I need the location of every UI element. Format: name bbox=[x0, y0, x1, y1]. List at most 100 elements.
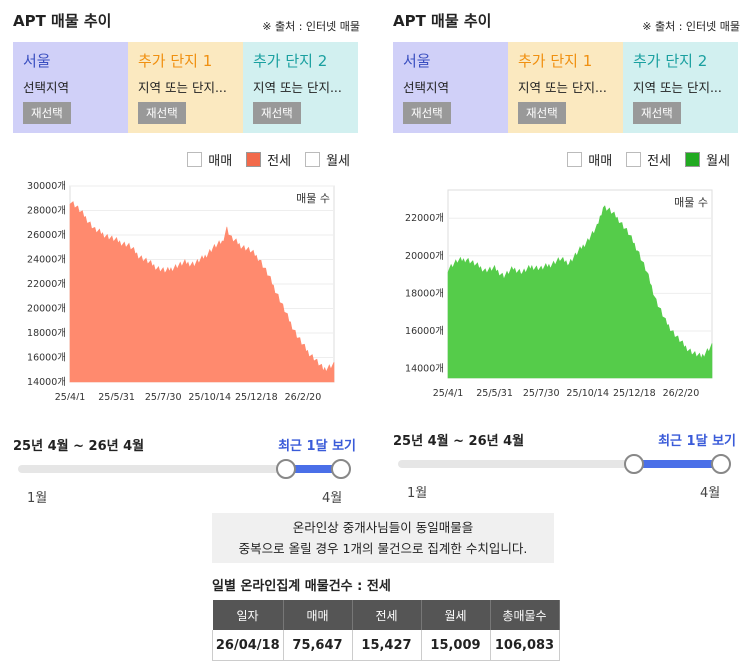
cell-date: 26/04/18 bbox=[212, 630, 284, 661]
legend-item-2[interactable]: 월세 bbox=[305, 150, 350, 169]
y-tick-label: 20000개 bbox=[27, 304, 66, 315]
legend-item-0[interactable]: 매매 bbox=[567, 150, 612, 169]
recent-month-link-right[interactable]: 최근 1달 보기 bbox=[658, 434, 736, 449]
x-tick-label: 25/10/14 bbox=[566, 388, 609, 399]
col-monthly-header: 월세 bbox=[421, 600, 491, 630]
region-subtitle: 지역 또는 단지... bbox=[253, 80, 342, 95]
y-tick-label: 24000개 bbox=[27, 255, 66, 266]
region-subtitle: 지역 또는 단지... bbox=[518, 80, 607, 95]
legend-label: 월세 bbox=[706, 154, 730, 169]
panel-left: APT 매물 추이 ※ 출처 : 인터넷 매물 서울 선택지역 재선택 추가 단지 1 지역… bbox=[0, 0, 360, 510]
x-tick-label: 25/4/1 bbox=[55, 392, 86, 400]
legend-checkbox[interactable] bbox=[246, 152, 262, 167]
notice-line-1: 온라인상 중개사님들이 동일매물을 bbox=[292, 520, 474, 535]
col-jeonse-header: 전세 bbox=[352, 600, 422, 630]
legend-checkbox[interactable] bbox=[626, 152, 642, 167]
series-label: 매물 수 bbox=[674, 196, 708, 209]
reselect-button[interactable]: 재선택 bbox=[253, 102, 301, 124]
slider-min-label: 1월 bbox=[27, 491, 48, 506]
y-tick-label: 30000개 bbox=[27, 181, 66, 192]
range-slider-track[interactable] bbox=[398, 460, 731, 468]
legend-left: 매매 전세 월세 bbox=[173, 150, 350, 169]
legend-label: 전세 bbox=[267, 154, 292, 169]
y-tick-label: 22000개 bbox=[27, 279, 66, 290]
y-tick-label: 28000개 bbox=[27, 206, 66, 217]
legend-checkbox[interactable] bbox=[305, 152, 321, 167]
region-box-right-1: 추가 단지 1 지역 또는 단지... 재선택 bbox=[508, 42, 623, 133]
range-slider-track[interactable] bbox=[18, 465, 351, 473]
legend-checkbox[interactable] bbox=[685, 152, 701, 167]
region-subtitle: 지역 또는 단지... bbox=[138, 80, 227, 95]
range-slider-low-handle[interactable] bbox=[276, 459, 297, 479]
y-tick-label: 18000개 bbox=[27, 328, 66, 339]
cell-total: 106,083 bbox=[490, 630, 560, 661]
y-tick-label: 20000개 bbox=[405, 251, 444, 262]
legend-checkbox[interactable] bbox=[187, 152, 203, 167]
legend-label: 전세 bbox=[647, 154, 672, 169]
legend-label: 매매 bbox=[208, 154, 233, 169]
legend-checkbox[interactable] bbox=[567, 152, 583, 167]
y-tick-label: 14000개 bbox=[405, 364, 444, 375]
x-tick-label: 25/12/18 bbox=[235, 392, 278, 400]
notice-box: 온라인상 중개사님들이 동일매물을 중복으로 올릴 경우 1개의 물건으로 집계… bbox=[212, 513, 554, 563]
chart-left: 14000개 16000개 18000개 20000개 22000개 24000개 2600… bbox=[0, 170, 360, 403]
table-header-row: 일자 매매 전세 월세 총매물수 bbox=[212, 600, 560, 630]
y-tick-label: 16000개 bbox=[27, 353, 66, 364]
legend-item-1[interactable]: 전세 bbox=[626, 150, 671, 169]
table-title: 일별 온라인집계 매물건수 : 전세 bbox=[212, 579, 391, 594]
region-name: 추가 단지 2 bbox=[253, 52, 328, 70]
region-box-left-2: 추가 단지 2 지역 또는 단지... 재선택 bbox=[243, 42, 358, 133]
legend-item-2[interactable]: 월세 bbox=[685, 150, 730, 169]
slider-max-label: 4월 bbox=[322, 491, 343, 506]
legend-item-0[interactable]: 매매 bbox=[187, 150, 232, 169]
series-area bbox=[447, 205, 713, 379]
reselect-button[interactable]: 재선택 bbox=[403, 102, 451, 124]
period-label-right: 25년 4월 ~ 26년 4월 bbox=[393, 434, 525, 449]
source-note-right: ※ 출처 : 인터넷 매물 bbox=[642, 20, 740, 33]
notice-line-2: 중복으로 올릴 경우 1개의 물건으로 집계한 수치입니다. bbox=[238, 541, 528, 556]
y-tick-label: 14000개 bbox=[27, 377, 66, 388]
x-tick-label: 25/7/30 bbox=[523, 388, 560, 399]
series-label: 매물 수 bbox=[296, 192, 330, 205]
legend-item-1[interactable]: 전세 bbox=[246, 150, 291, 169]
recent-month-link-left[interactable]: 최근 1달 보기 bbox=[278, 439, 356, 454]
region-box-right-2: 추가 단지 2 지역 또는 단지... 재선택 bbox=[623, 42, 738, 133]
area-chart-svg: 14000개 16000개 18000개 20000개 22000개 25/4/1 25/5… bbox=[405, 189, 713, 399]
x-tick-label: 25/10/14 bbox=[188, 392, 231, 400]
x-tick-label: 25/7/30 bbox=[145, 392, 182, 400]
series-area bbox=[69, 201, 335, 383]
legend-label: 월세 bbox=[326, 154, 350, 169]
panel-title-right: APT 매물 추이 bbox=[393, 12, 492, 30]
region-name: 추가 단지 2 bbox=[633, 52, 708, 70]
cell-jeonse: 15,427 bbox=[352, 630, 422, 661]
panel-right: APT 매물 추이 ※ 출처 : 인터넷 매물 서울 선택지역 재선택 추가 단지 1 지역… bbox=[380, 0, 740, 510]
x-tick-label: 25/5/31 bbox=[98, 392, 135, 400]
range-slider-low-handle[interactable] bbox=[623, 454, 644, 474]
table-row: 26/04/18 75,647 15,427 15,009 106,083 bbox=[212, 630, 560, 661]
slider-min-label: 1월 bbox=[407, 486, 428, 501]
listing-count-table: 일자 매매 전세 월세 총매물수 26/04/18 75,647 15,427 … bbox=[212, 600, 560, 661]
region-subtitle: 선택지역 bbox=[23, 80, 70, 95]
panel-title-left: APT 매물 추이 bbox=[13, 12, 112, 30]
col-total-header: 총매물수 bbox=[490, 600, 560, 630]
reselect-button[interactable]: 재선택 bbox=[23, 102, 71, 124]
region-name: 서울 bbox=[23, 52, 51, 70]
legend-right: 매매 전세 월세 bbox=[553, 150, 730, 169]
area-chart-svg: 14000개 16000개 18000개 20000개 22000개 24000개 2600… bbox=[27, 181, 335, 403]
range-slider-selection bbox=[633, 460, 721, 468]
region-box-right-0: 서울 선택지역 재선택 bbox=[393, 42, 508, 133]
range-slider-high-handle[interactable] bbox=[711, 454, 731, 474]
reselect-button[interactable]: 재선택 bbox=[518, 102, 566, 124]
reselect-button[interactable]: 재선택 bbox=[138, 102, 186, 124]
x-tick-label: 25/4/1 bbox=[433, 388, 464, 399]
reselect-button[interactable]: 재선택 bbox=[633, 102, 681, 124]
cell-sale: 75,647 bbox=[283, 630, 353, 661]
period-label-left: 25년 4월 ~ 26년 4월 bbox=[13, 439, 145, 454]
region-subtitle: 지역 또는 단지... bbox=[633, 80, 722, 95]
range-slider-high-handle[interactable] bbox=[331, 459, 351, 479]
legend-label: 매매 bbox=[588, 154, 613, 169]
x-tick-label: 26/2/20 bbox=[285, 392, 322, 400]
col-sale-header: 매매 bbox=[283, 600, 353, 630]
region-subtitle: 선택지역 bbox=[403, 80, 450, 95]
